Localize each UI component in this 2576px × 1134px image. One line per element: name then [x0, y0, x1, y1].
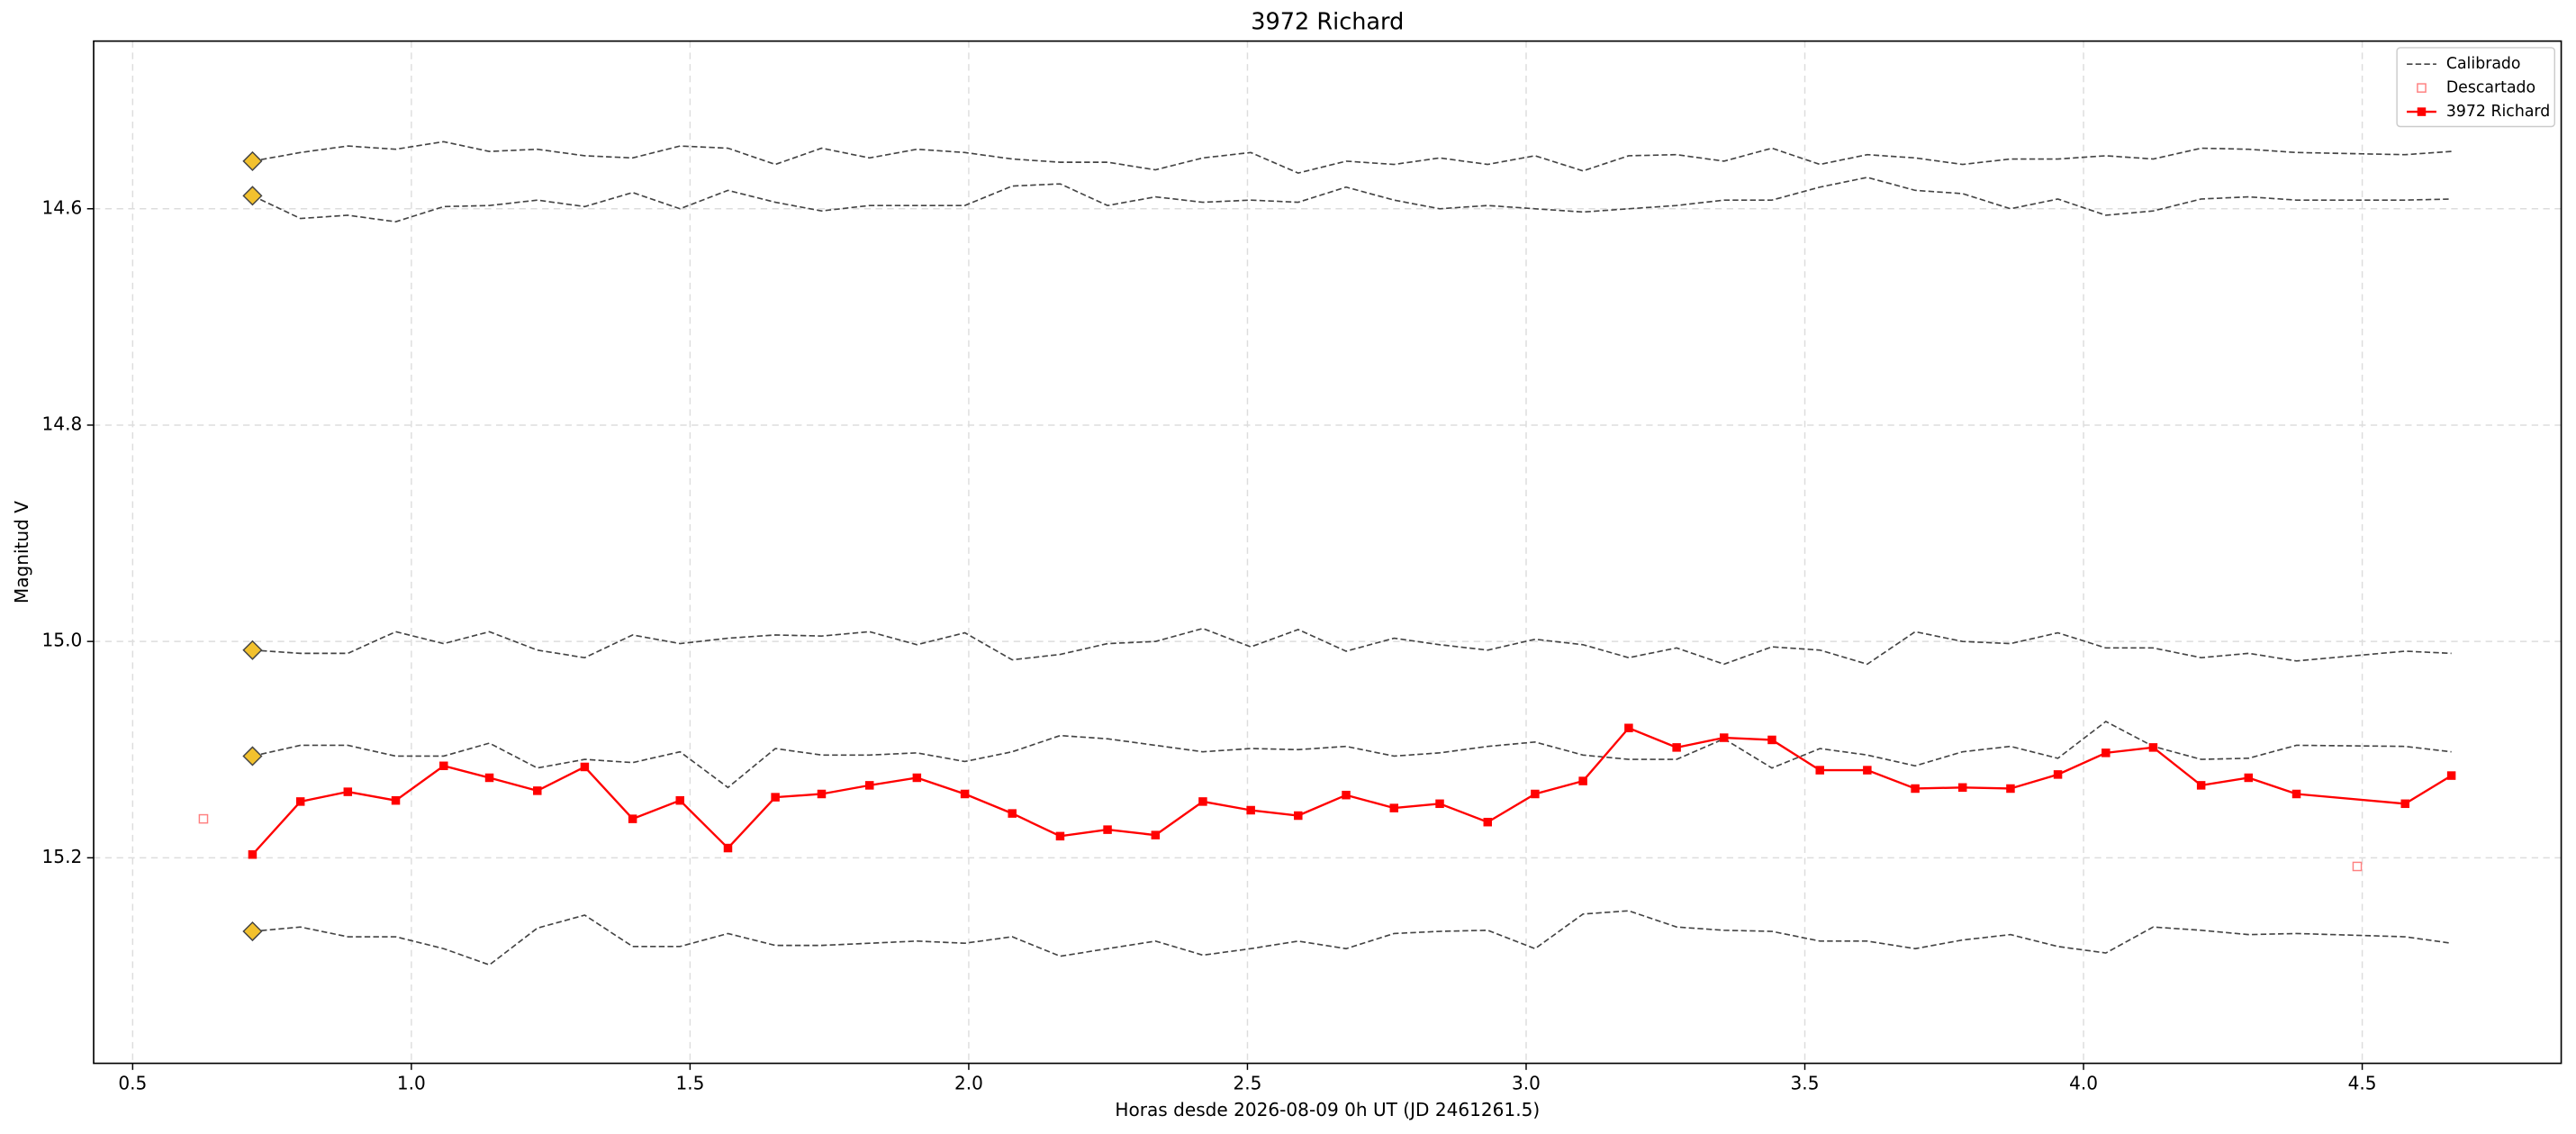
target-point: [912, 773, 922, 783]
calibrated-line: [252, 721, 2452, 789]
target-point: [1483, 817, 1493, 827]
target-point: [533, 786, 542, 795]
target-point: [2244, 773, 2254, 783]
x-tick-label: 1.5: [675, 1073, 704, 1094]
target-point: [1957, 783, 1967, 793]
target-point: [2006, 784, 2015, 794]
x-tick-label: 3.5: [1791, 1073, 1820, 1094]
discarded-point: [198, 813, 209, 824]
x-tick-label: 4.5: [2348, 1073, 2377, 1094]
calibrated-line: [252, 141, 2452, 175]
target-point: [1151, 830, 1161, 839]
calibrated-line: [252, 627, 2452, 666]
y-tick-label: 14.8: [42, 413, 83, 434]
target-point: [1531, 789, 1540, 799]
legend-swatch: [2417, 107, 2427, 116]
target-point: [1435, 799, 1444, 809]
legend-label: 3972 Richard: [2446, 103, 2550, 121]
target-point: [248, 850, 258, 859]
target-point: [2291, 789, 2301, 799]
target-point: [439, 761, 448, 771]
target-point: [723, 843, 733, 853]
target-point: [1863, 766, 1872, 775]
plot-frame: [93, 40, 2562, 1065]
target-line: [251, 726, 2453, 856]
target-point: [2053, 770, 2063, 779]
target-point: [2446, 771, 2456, 780]
target-point: [2400, 799, 2409, 809]
target-point: [1246, 805, 1255, 815]
legend-swatch: [2417, 83, 2427, 93]
reference-marker: [242, 746, 263, 767]
target-point: [960, 789, 970, 799]
target-point: [864, 781, 874, 790]
calibrated-line: [252, 910, 2452, 966]
x-tick-label: 2.5: [1234, 1073, 1262, 1094]
target-point: [343, 787, 353, 796]
legend-label: Calibrado: [2446, 55, 2521, 73]
target-point: [1815, 766, 1824, 775]
target-point: [1720, 733, 1729, 742]
x-tick-label: 3.0: [1512, 1073, 1541, 1094]
y-tick-label: 15.2: [42, 846, 83, 867]
target-point: [1198, 797, 1207, 806]
y-axis-label: Magnitud V: [11, 501, 32, 603]
target-point: [1103, 825, 1112, 834]
target-point: [1389, 803, 1399, 812]
y-tick-label: 14.6: [42, 196, 83, 218]
target-point: [295, 797, 305, 806]
x-tick-label: 1.0: [397, 1073, 426, 1094]
target-point: [1767, 735, 1776, 745]
target-point: [771, 793, 780, 802]
target-point: [1294, 811, 1303, 821]
target-point: [1624, 723, 1633, 732]
reference-marker: [242, 921, 263, 942]
reference-marker: [242, 150, 263, 171]
x-tick-label: 0.5: [118, 1073, 147, 1094]
target-point: [484, 773, 494, 783]
x-tick-label: 4.0: [2069, 1073, 2098, 1094]
target-point: [628, 814, 637, 823]
x-axis-label: Horas desde 2026-08-09 0h UT (JD 2461261…: [1115, 1099, 1540, 1120]
target-point: [1578, 776, 1587, 785]
target-point: [2148, 743, 2158, 752]
calibrated-line: [252, 177, 2452, 223]
target-point: [1672, 743, 1681, 752]
discarded-point: [2352, 861, 2363, 872]
target-point: [391, 795, 401, 805]
target-point: [2101, 748, 2111, 758]
target-point: [1055, 831, 1065, 841]
x-tick-label: 2.0: [954, 1073, 983, 1094]
reference-marker: [242, 186, 263, 206]
target-point: [2196, 781, 2206, 790]
target-point: [675, 795, 684, 805]
target-point: [1008, 809, 1017, 818]
target-point: [580, 762, 590, 772]
target-point: [1911, 784, 1920, 794]
chart-title: 3972 Richard: [1251, 9, 1404, 36]
target-point: [817, 789, 827, 799]
legend-box: [2396, 47, 2556, 128]
y-tick-label: 15.0: [42, 630, 83, 651]
reference-marker: [242, 640, 263, 660]
target-point: [1342, 790, 1351, 800]
legend-label: Descartado: [2446, 79, 2535, 97]
